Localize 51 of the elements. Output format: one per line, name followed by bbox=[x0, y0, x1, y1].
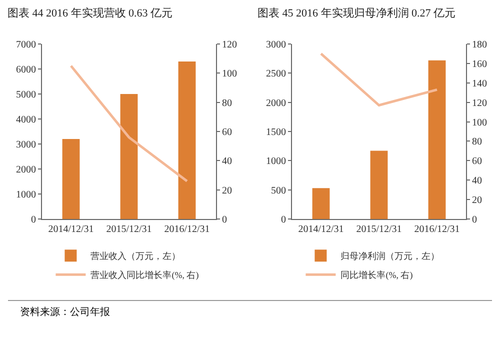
legend-label: 营业收入（万元，左） bbox=[90, 251, 181, 262]
y2-tick-label: 20 bbox=[472, 195, 482, 206]
y2-tick-label: 100 bbox=[472, 117, 487, 128]
chart-title: 图表 45 2016 年实现归母净利润 0.27 亿元 bbox=[258, 6, 456, 20]
x-tick-label: 2016/12/31 bbox=[414, 224, 460, 235]
legend-label: 营业收入同比增长率(%, 右) bbox=[90, 270, 199, 280]
y2-tick-label: 80 bbox=[472, 136, 482, 148]
y2-tick-label: 0 bbox=[472, 214, 477, 226]
y-tick-label: 1000 bbox=[266, 156, 286, 168]
y2-tick-label: 160 bbox=[472, 58, 487, 70]
bar bbox=[312, 188, 330, 219]
y2-tick-label: 180 bbox=[472, 40, 487, 50]
x-tick-label: 2014/12/31 bbox=[48, 224, 94, 235]
y-tick-label: 0 bbox=[281, 214, 286, 226]
bar bbox=[370, 150, 388, 219]
y2-tick-label: 40 bbox=[222, 156, 232, 168]
y2-tick-label: 120 bbox=[222, 40, 237, 50]
y2-tick-label: 40 bbox=[472, 176, 482, 187]
y-tick-label: 3000 bbox=[16, 140, 36, 150]
bar bbox=[428, 60, 446, 219]
y-tick-label: 5000 bbox=[16, 90, 36, 100]
bar bbox=[120, 94, 138, 219]
y2-tick-label: 120 bbox=[472, 98, 487, 109]
legend-label: 归母净利润（万元，左） bbox=[340, 251, 440, 262]
bar bbox=[178, 62, 196, 219]
y-tick-label: 2000 bbox=[266, 98, 286, 109]
y2-tick-label: 140 bbox=[472, 78, 487, 90]
y-tick-label: 0 bbox=[31, 214, 36, 226]
y2-tick-label: 100 bbox=[222, 68, 237, 80]
x-tick-label: 2016/12/31 bbox=[164, 224, 210, 235]
chart-title: 图表 44 2016 年实现营收 0.63 亿元 bbox=[8, 6, 172, 20]
x-tick-label: 2015/12/31 bbox=[106, 224, 152, 235]
y2-tick-label: 60 bbox=[472, 156, 482, 168]
y-tick-label: 3000 bbox=[266, 40, 286, 50]
y-tick-label: 7000 bbox=[16, 40, 36, 50]
y-tick-label: 4000 bbox=[16, 114, 36, 126]
y-tick-label: 2500 bbox=[266, 68, 286, 80]
y2-tick-label: 20 bbox=[222, 185, 232, 196]
legend-label: 同比增长率(%, 右) bbox=[340, 270, 413, 280]
y-tick-label: 2000 bbox=[16, 164, 36, 176]
x-tick-label: 2014/12/31 bbox=[298, 224, 344, 235]
x-tick-label: 2015/12/31 bbox=[356, 224, 402, 235]
text: 资料来源：公司年报 bbox=[20, 306, 111, 319]
y2-tick-label: 60 bbox=[222, 127, 232, 138]
y-tick-label: 1500 bbox=[266, 127, 286, 138]
y-tick-label: 1000 bbox=[16, 190, 36, 200]
y-tick-label: 6000 bbox=[16, 64, 36, 76]
y-tick-label: 500 bbox=[271, 185, 286, 196]
bar bbox=[62, 139, 80, 219]
y2-tick-label: 0 bbox=[222, 214, 227, 226]
y2-tick-label: 80 bbox=[222, 98, 232, 109]
